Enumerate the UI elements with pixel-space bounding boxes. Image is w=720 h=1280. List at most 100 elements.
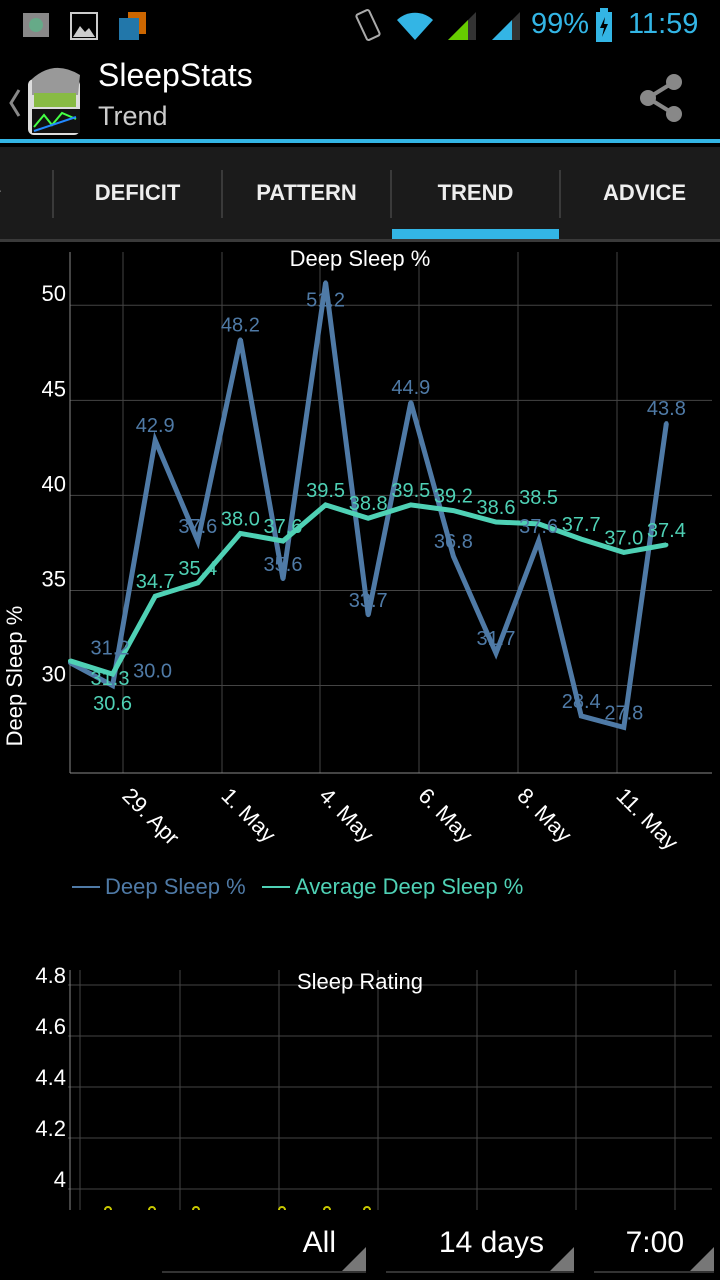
data-label: 38.6	[477, 497, 516, 519]
data-point	[238, 337, 243, 342]
tab-divider	[52, 170, 54, 218]
filter-spinner[interactable]: All	[162, 1215, 366, 1273]
y-tick-label: 4	[54, 1167, 66, 1192]
tab-advice[interactable]: ADVICE	[560, 147, 720, 239]
tab-deficit[interactable]: DEFICIT	[53, 147, 222, 239]
tab-divider	[221, 170, 223, 218]
tab-label: ADVICE	[602, 180, 687, 205]
action-bar: SleepStats Trend	[0, 50, 720, 143]
rating-point-partial	[363, 1206, 371, 1210]
data-label: 35.4	[178, 558, 217, 580]
data-point	[110, 672, 115, 677]
legend-average-deep-sleep: Average Deep Sleep %	[295, 874, 523, 899]
data-point	[579, 537, 584, 542]
data-label: 28.4	[562, 691, 601, 713]
data-label: 38.5	[519, 487, 558, 509]
y-tick-label: 4.2	[35, 1116, 66, 1141]
tab-previous-fragment[interactable]: ›	[0, 177, 1, 203]
rating-point-partial	[278, 1206, 286, 1210]
data-label: 39.5	[391, 480, 430, 502]
data-point	[408, 400, 413, 405]
share-icon[interactable]	[636, 72, 686, 124]
data-label: 37.0	[604, 527, 643, 549]
data-label: 38.0	[221, 508, 260, 530]
data-label: 34.7	[136, 571, 175, 593]
chart-title: Sleep Rating	[297, 969, 423, 994]
tab-divider	[559, 170, 561, 218]
rating-point-partial	[323, 1206, 331, 1210]
data-point	[494, 520, 498, 525]
data-label: 31.3	[91, 668, 130, 690]
app-title: SleepStats	[98, 57, 253, 93]
data-label: 27.8	[604, 702, 643, 724]
data-point	[621, 725, 626, 730]
data-label: 37.6	[264, 516, 303, 538]
data-point	[664, 421, 669, 426]
status-bar: 99% 11:59	[0, 0, 720, 50]
data-point	[110, 683, 115, 688]
data-point	[621, 550, 626, 555]
battery-charging-icon	[596, 8, 612, 42]
dropdown-triangle-icon	[690, 1247, 714, 1271]
x-tick-label: 4. May	[314, 783, 378, 847]
data-point	[195, 539, 200, 544]
rss-icon	[119, 12, 146, 40]
time-spinner[interactable]: 7:00	[594, 1215, 714, 1273]
data-label: 39.5	[306, 480, 345, 502]
x-tick-label: 29. Apr	[117, 783, 184, 850]
data-point	[408, 502, 413, 507]
tab-divider	[390, 170, 392, 218]
y-tick-label: 4.4	[35, 1065, 66, 1090]
data-point	[451, 554, 456, 559]
y-tick-label: 4.6	[35, 1014, 66, 1039]
y-tick-label: 35	[42, 566, 66, 591]
data-point	[153, 594, 158, 599]
x-tick-label: 8. May	[512, 783, 576, 847]
data-point	[536, 521, 541, 526]
dropdown-triangle-icon	[550, 1247, 574, 1271]
deep-sleep-chart: 30 35 40 45 50 29. Apr 1. May 4. May 6. May 8. Ma…	[2, 246, 712, 899]
data-label: 31.7	[477, 628, 516, 650]
data-point	[451, 508, 456, 513]
image-icon	[70, 12, 98, 40]
signal-green-icon	[448, 12, 476, 40]
sleep-rating-chart: 4 4.2 4.4 4.6 4.8 Sleep Rating	[35, 963, 712, 1210]
data-label: 37.6	[519, 516, 558, 538]
time-value: 7:00	[625, 1226, 684, 1259]
range-spinner[interactable]: 14 days	[386, 1215, 574, 1273]
tab-bar: › DEFICIT PATTERN TREND ADVICE	[0, 147, 720, 242]
data-point	[323, 502, 328, 507]
data-label: 44.9	[391, 377, 430, 399]
tab-trend[interactable]: TREND	[391, 147, 560, 239]
data-label: 30.0	[133, 661, 172, 683]
rating-point-partial	[104, 1206, 112, 1210]
app-notification-icon	[23, 13, 49, 37]
data-label: 51.2	[306, 289, 345, 311]
data-label: 36.8	[434, 531, 473, 553]
y-tick-label: 4.8	[35, 963, 66, 988]
chart-title: Deep Sleep %	[290, 246, 431, 271]
data-point	[323, 280, 328, 285]
tab-selected-indicator	[392, 229, 559, 239]
data-label: 31.2	[91, 638, 130, 660]
y-tick-label: 40	[42, 471, 66, 496]
data-label: 30.6	[93, 693, 132, 715]
clock: 11:59	[628, 8, 699, 40]
tab-pattern[interactable]: PATTERN	[222, 147, 391, 239]
legend-deep-sleep: Deep Sleep %	[105, 874, 246, 899]
y-tick-label: 50	[42, 281, 66, 306]
wifi-icon	[397, 12, 433, 40]
filter-value: All	[302, 1226, 336, 1259]
data-point	[195, 580, 200, 585]
tab-label: TREND	[437, 180, 514, 205]
data-label: 37.6	[178, 516, 217, 538]
x-tick-label: 11. May	[611, 783, 683, 855]
dropdown-triangle-icon	[342, 1247, 366, 1271]
vibrate-icon	[355, 9, 381, 41]
app-subtitle: Trend	[98, 101, 168, 131]
data-label: 42.9	[136, 415, 175, 437]
y-tick-label: 45	[42, 376, 66, 401]
data-point	[366, 516, 371, 521]
data-point	[664, 542, 669, 547]
up-button[interactable]	[0, 60, 95, 136]
